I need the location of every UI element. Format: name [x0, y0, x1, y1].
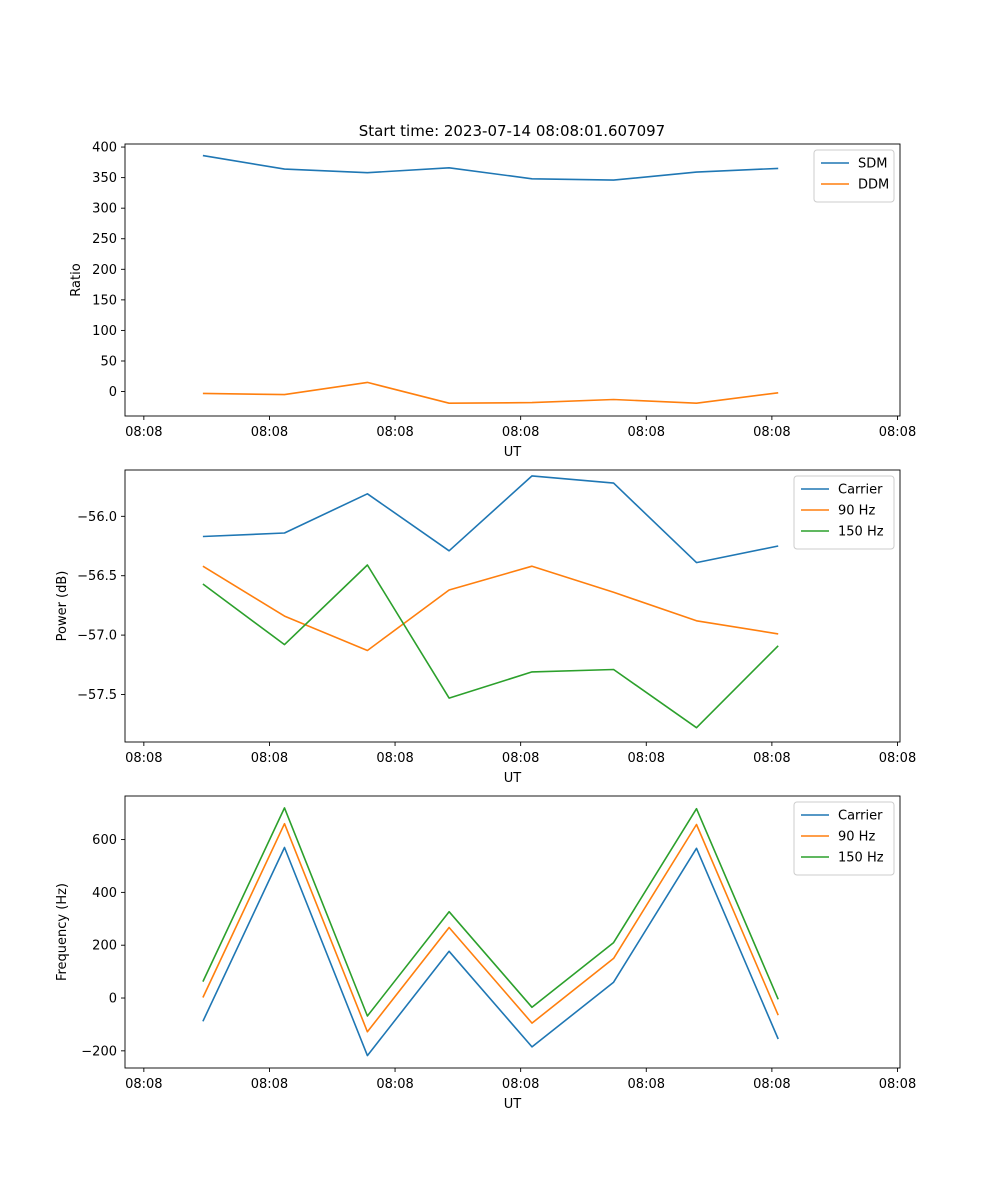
- y-tick-label: 150: [92, 293, 117, 308]
- y-tick-label: 350: [92, 171, 117, 186]
- plots-container: 08:08 08:08 08:08 08:08 08:08 08:08 08:08 0 50 10…: [55, 141, 916, 1112]
- y-tick-label: 250: [92, 232, 117, 247]
- x-tick-label: 08:08: [376, 425, 413, 440]
- chart-3: 08:08 08:08 08:08 08:08 08:08 08:08 08:08 −200 0…: [55, 795, 916, 1112]
- legend: Carrier 90 Hz 150 Hz: [793, 801, 895, 876]
- legend-label: 150 Hz: [838, 851, 884, 866]
- figure-title: Start time: 2023-07-14 08:08:01.607097: [359, 122, 665, 140]
- legend-label: 90 Hz: [838, 830, 875, 845]
- y-tick-label: 200: [92, 939, 117, 954]
- series-line-90-hz: [202, 565, 779, 652]
- y-tick-label: −56.5: [77, 569, 117, 584]
- axes-frame: [124, 469, 901, 743]
- x-tick-label: 08:08: [125, 1077, 162, 1092]
- x-tick-label: 08:08: [502, 1077, 539, 1092]
- y-axis-label: Frequency (Hz): [55, 883, 70, 981]
- legend-label: Carrier: [838, 483, 883, 498]
- x-tick-label: 08:08: [879, 425, 916, 440]
- legend: Carrier 90 Hz 150 Hz: [793, 475, 895, 550]
- x-tick-label: 08:08: [251, 425, 288, 440]
- y-tick-label: 0: [109, 992, 117, 1007]
- x-axis-label: UT: [504, 1097, 522, 1112]
- x-tick-label: 08:08: [251, 751, 288, 766]
- series-line-carrier: [202, 475, 779, 564]
- x-tick-label: 08:08: [502, 425, 539, 440]
- y-tick-label: 50: [100, 354, 117, 369]
- y-tick-label: 200: [92, 263, 117, 278]
- x-tick-label: 08:08: [125, 425, 162, 440]
- y-tick-label: 600: [92, 833, 117, 848]
- y-tick-label: 400: [92, 141, 117, 156]
- legend-label: Carrier: [838, 809, 883, 824]
- x-tick-label: 08:08: [628, 751, 665, 766]
- y-tick-label: −57.0: [77, 629, 117, 644]
- x-axis-label: UT: [504, 445, 522, 460]
- x-tick-label: 08:08: [125, 751, 162, 766]
- y-tick-label: −57.5: [77, 688, 117, 703]
- x-tick-label: 08:08: [628, 425, 665, 440]
- series-line-ddm: [202, 381, 779, 405]
- x-tick-label: 08:08: [502, 751, 539, 766]
- series-line-sdm: [202, 154, 779, 181]
- series-line-carrier: [202, 846, 779, 1057]
- legend-label: SDM: [858, 157, 887, 172]
- x-tick-label: 08:08: [628, 1077, 665, 1092]
- x-tick-label: 08:08: [753, 425, 790, 440]
- y-tick-label: 300: [92, 202, 117, 217]
- y-tick-label: 0: [109, 385, 117, 400]
- y-axis-label: Power (dB): [55, 571, 70, 642]
- x-tick-label: 08:08: [376, 1077, 413, 1092]
- x-tick-label: 08:08: [251, 1077, 288, 1092]
- series-line-90-hz: [202, 822, 779, 1033]
- chart-1: 08:08 08:08 08:08 08:08 08:08 08:08 08:08 0 50 10…: [69, 141, 916, 460]
- legend-label: 150 Hz: [838, 525, 884, 540]
- x-tick-label: 08:08: [376, 751, 413, 766]
- y-tick-label: 100: [92, 324, 117, 339]
- axes-frame: [124, 795, 901, 1069]
- legend-label: 90 Hz: [838, 504, 875, 519]
- x-tick-label: 08:08: [753, 1077, 790, 1092]
- y-axis-label: Ratio: [69, 263, 84, 296]
- series-line-150-hz: [202, 564, 779, 729]
- chart-2: 08:08 08:08 08:08 08:08 08:08 08:08 08:08 −57.5…: [55, 469, 916, 786]
- y-tick-label: −56.0: [77, 510, 117, 525]
- legend-label: DDM: [858, 178, 889, 193]
- axes-frame: [124, 143, 901, 417]
- series-line-150-hz: [202, 807, 779, 1017]
- x-tick-label: 08:08: [879, 751, 916, 766]
- legend: SDM DDM: [813, 149, 895, 203]
- x-tick-label: 08:08: [753, 751, 790, 766]
- y-tick-label: −200: [81, 1044, 117, 1059]
- x-axis-label: UT: [504, 771, 522, 786]
- x-tick-label: 08:08: [879, 1077, 916, 1092]
- y-tick-label: 400: [92, 886, 117, 901]
